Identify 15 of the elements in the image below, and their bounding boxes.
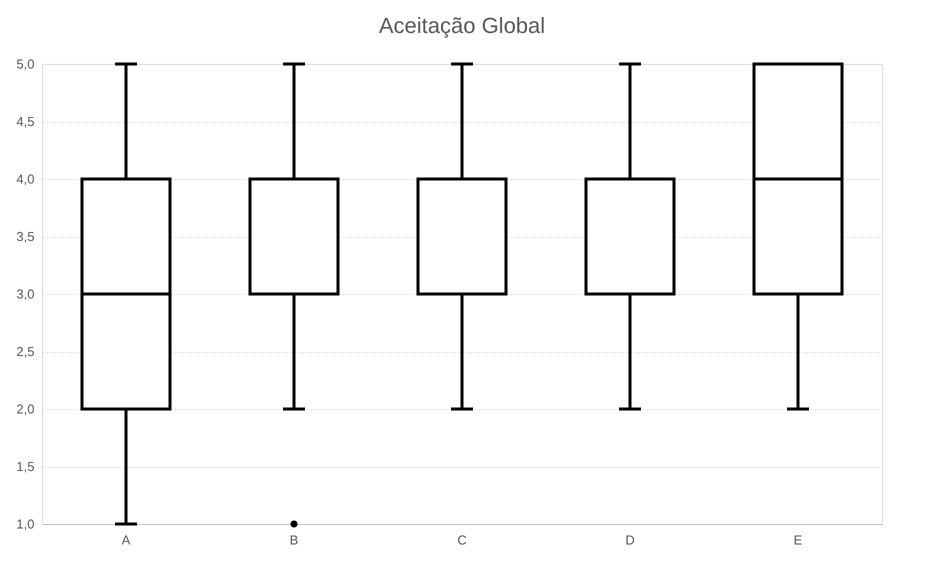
- y-tick-label: 2,0: [16, 402, 34, 416]
- y-tick-label: 1,0: [16, 516, 34, 532]
- y-tick-label: 3,0: [16, 286, 34, 302]
- x-tick-label: B: [290, 532, 298, 548]
- y-tick-label: 3,5: [16, 229, 34, 244]
- x-tick-label: E: [794, 532, 803, 548]
- y-tick-label: 5,0: [16, 56, 34, 72]
- y-tick-label: 2,5: [16, 344, 34, 359]
- chart-title: Aceitação Global: [378, 13, 546, 38]
- y-tick-label: 4,0: [16, 172, 34, 186]
- x-tick-label: C: [457, 532, 467, 548]
- y-tick-label: 1,5: [16, 459, 34, 474]
- y-tick-label: 4,5: [16, 114, 34, 129]
- x-tick-label: D: [625, 532, 635, 548]
- x-tick-label: A: [122, 532, 131, 548]
